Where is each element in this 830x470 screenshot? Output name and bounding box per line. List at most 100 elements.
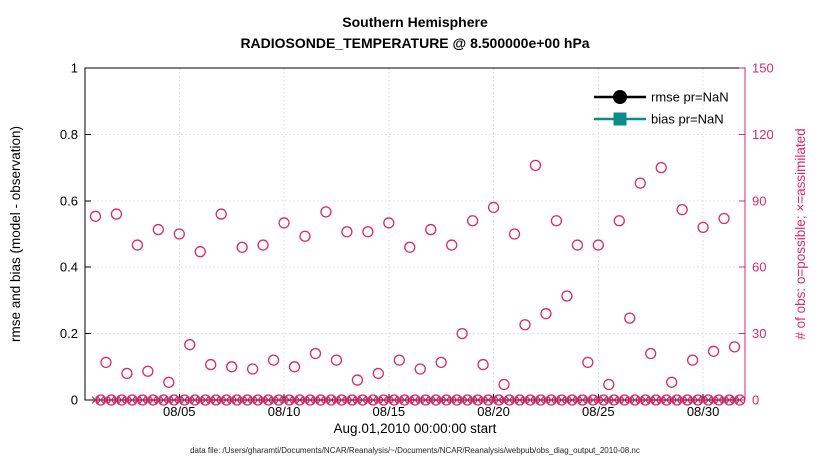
possible-obs-marker bbox=[529, 159, 542, 172]
assimilated-obs-marker bbox=[275, 396, 283, 404]
y-axis-label-left: rmse and bias (model - observation) bbox=[8, 126, 23, 342]
possible-obs-marker bbox=[100, 356, 112, 369]
possible-obs-marker bbox=[425, 223, 437, 236]
assimilated-obs-marker bbox=[495, 396, 503, 404]
assimilated-obs-marker bbox=[557, 396, 566, 404]
left-tick-label: 0.2 bbox=[60, 326, 78, 341]
assimilated-obs-marker bbox=[725, 396, 733, 404]
possible-obs-marker bbox=[582, 356, 594, 369]
possible-obs-marker bbox=[393, 354, 405, 366]
possible-obs-marker bbox=[299, 230, 311, 242]
plot-area: 0 0.2 0.4 0.6 0.8 1 0 30 60 90 120 150 08/05 08/10 08/… bbox=[60, 61, 774, 420]
assimilated-obs-marker bbox=[317, 396, 325, 404]
possible-obs-marker bbox=[226, 361, 238, 373]
possible-obs-marker bbox=[246, 363, 259, 375]
assimilated-obs-marker bbox=[222, 396, 231, 404]
assimilated-obs-marker bbox=[568, 396, 576, 404]
assimilated-obs-marker bbox=[358, 396, 367, 404]
assimilated-obs-marker bbox=[442, 396, 451, 404]
possible-obs-marker bbox=[404, 241, 416, 253]
assimilated-obs-marker bbox=[97, 396, 105, 404]
assimilated-obs-marker bbox=[578, 396, 587, 404]
plot-subtitle: RADIOSONDE_TEMPERATURE @ 8.500000e+00 hP… bbox=[240, 35, 589, 51]
possible-obs-marker bbox=[173, 228, 185, 240]
assimilated-obs-marker bbox=[306, 396, 314, 404]
left-tick-label: 0.6 bbox=[60, 193, 78, 208]
assimilated-obs-marker bbox=[149, 396, 157, 404]
assimilated-obs-marker bbox=[170, 396, 178, 404]
rmse-legend-label: rmse pr=NaN bbox=[651, 90, 729, 105]
assimilated-obs-marker bbox=[589, 396, 597, 404]
rmse-legend-marker-icon bbox=[613, 90, 627, 104]
assimilated-obs-marker bbox=[369, 396, 377, 404]
plot-title: Southern Hemisphere bbox=[342, 14, 488, 30]
possible-obs-marker bbox=[372, 367, 384, 380]
assimilated-obs-marker bbox=[432, 396, 440, 404]
possible-obs-marker bbox=[487, 201, 500, 214]
possible-obs-marker bbox=[613, 215, 625, 227]
assimilated-obs-marker bbox=[474, 396, 482, 404]
possible-obs-marker bbox=[624, 312, 636, 324]
right-tick-label: 60 bbox=[752, 260, 766, 275]
assimilated-obs-marker bbox=[400, 396, 409, 404]
possible-obs-marker bbox=[645, 347, 657, 360]
assimilated-obs-marker bbox=[673, 396, 681, 404]
assimilated-obs-marker bbox=[411, 396, 419, 404]
assimilated-obs-marker bbox=[641, 396, 650, 404]
assimilated-obs-marker bbox=[348, 396, 356, 404]
assimilated-obs-marker bbox=[243, 396, 252, 404]
assimilated-obs-marker bbox=[516, 396, 524, 404]
assimilated-obs-marker bbox=[180, 396, 189, 404]
assimilated-obs-marker bbox=[128, 396, 136, 404]
assimilated-obs-marker bbox=[463, 396, 472, 404]
assimilated-obs-marker bbox=[201, 396, 210, 404]
possible-obs-marker bbox=[571, 239, 584, 251]
assimilated-obs-marker bbox=[715, 396, 723, 404]
assimilated-obs-marker bbox=[379, 396, 388, 404]
possible-obs-marker bbox=[110, 208, 123, 220]
possible-obs-marker bbox=[466, 215, 479, 227]
possible-obs-marker bbox=[655, 161, 667, 174]
possible-obs-marker bbox=[121, 367, 133, 380]
possible-obs-marker bbox=[561, 290, 573, 302]
assimilated-obs-marker bbox=[704, 396, 713, 404]
possible-obs-marker bbox=[477, 358, 489, 371]
x-axis-label: Aug.01,2010 00:00:00 start bbox=[334, 421, 497, 436]
possible-obs-marker bbox=[142, 365, 154, 377]
x-tick-label: 08/30 bbox=[687, 404, 720, 419]
assimilated-obs-marker bbox=[296, 396, 304, 404]
possible-obs-marker bbox=[519, 319, 531, 331]
possible-obs-marker bbox=[697, 221, 709, 234]
x-tick-label: 08/15 bbox=[373, 404, 406, 419]
assimilated-obs-marker bbox=[620, 396, 629, 404]
possible-obs-marker bbox=[288, 361, 301, 373]
possible-obs-marker bbox=[666, 376, 678, 388]
assimilated-obs-marker bbox=[694, 396, 702, 404]
assimilated-obs-marker bbox=[610, 396, 618, 404]
assimilated-obs-marker bbox=[453, 396, 461, 404]
assimilated-obs-marker bbox=[138, 396, 147, 404]
possible-obs-marker bbox=[634, 177, 646, 189]
possible-obs-marker bbox=[456, 327, 468, 340]
possible-obs-marker bbox=[362, 226, 374, 238]
possible-obs-marker bbox=[309, 347, 322, 360]
possible-obs-marker bbox=[446, 239, 458, 251]
possible-obs-marker bbox=[435, 356, 447, 369]
right-tick-label: 30 bbox=[752, 326, 766, 341]
bias-legend-marker-icon bbox=[613, 112, 627, 126]
assimilated-obs-marker bbox=[212, 396, 220, 404]
possible-obs-marker bbox=[414, 363, 426, 375]
possible-obs-marker bbox=[163, 376, 175, 388]
possible-obs-marker bbox=[278, 217, 290, 229]
possible-obs-marker bbox=[498, 378, 510, 391]
assimilated-obs-marker bbox=[390, 396, 398, 404]
right-tick-label: 150 bbox=[752, 61, 774, 76]
assimilated-obs-marker bbox=[662, 396, 671, 404]
bias-legend-label: bias pr=NaN bbox=[651, 112, 724, 127]
possible-obs-marker bbox=[707, 345, 720, 357]
possible-obs-marker bbox=[267, 354, 280, 366]
possible-obs-marker bbox=[320, 206, 332, 218]
possible-obs-marker bbox=[89, 210, 102, 222]
left-tick-label: 0.8 bbox=[60, 127, 78, 142]
